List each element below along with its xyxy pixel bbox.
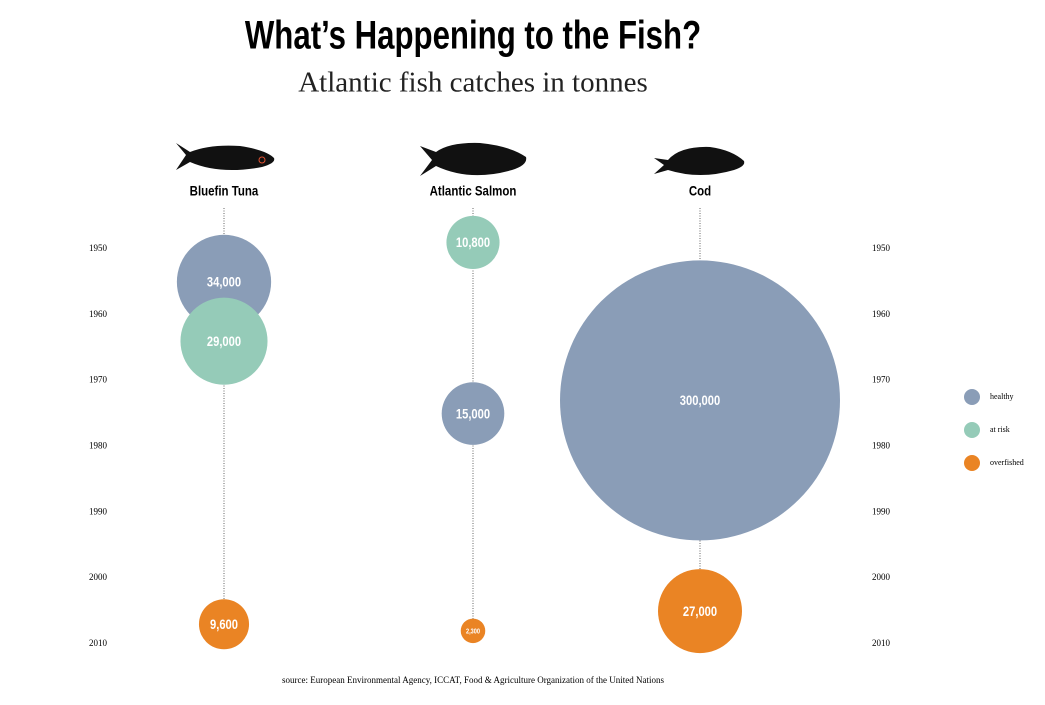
legend-label: at risk: [990, 425, 1010, 434]
y-tick-label: 1970: [872, 375, 891, 385]
y-tick-label: 1950: [89, 243, 108, 253]
bubble-label: 10,800: [456, 235, 490, 250]
y-tick-label: 2000: [872, 572, 891, 582]
bubble: [198, 599, 250, 650]
y-tick-label: 2010: [89, 638, 108, 648]
bubble: [560, 260, 840, 541]
tuna-eye: [258, 156, 266, 164]
chart-title: What’s Happening to the Fish?: [245, 13, 701, 58]
legend-label: healthy: [990, 392, 1014, 401]
bubble-label: 15,000: [456, 406, 490, 421]
y-tick-label: 1960: [872, 309, 891, 319]
cod-icon: [654, 146, 745, 175]
tuna-icon: [176, 143, 275, 171]
bubble-label: 27,000: [683, 604, 717, 619]
y-tick-label: 1990: [89, 506, 108, 516]
y-tick-label: 1980: [872, 441, 891, 451]
bubble: [441, 382, 505, 445]
legend-label: overfished: [990, 458, 1024, 467]
bubble-label: 300,000: [680, 393, 720, 408]
y-tick-label: 1980: [89, 441, 108, 451]
salmon-icon: [420, 142, 527, 176]
bubble: [460, 618, 486, 644]
y-tick-label: 1950: [872, 243, 891, 253]
y-tick-label: 1990: [872, 506, 891, 516]
y-tick-label: 1970: [89, 375, 108, 385]
legend-swatch: [964, 389, 980, 405]
bubble-label: 29,000: [207, 334, 241, 349]
source: source: European Environmental Agency, I…: [282, 675, 664, 685]
bubble-label: 34,000: [207, 274, 241, 289]
fish-icons: [176, 142, 745, 176]
bubble: [658, 569, 742, 654]
bubble-label: 2,300: [466, 628, 480, 636]
y-tick-label: 2010: [872, 638, 891, 648]
legend-swatch: [964, 455, 980, 471]
bubble: [180, 297, 268, 385]
legend-swatch: [964, 422, 980, 438]
category-label: Atlantic Salmon: [430, 183, 517, 199]
bubble-label: 9,600: [210, 617, 238, 632]
chart-subtitle: Atlantic fish catches in tonnes: [298, 67, 648, 99]
y-tick-label: 2000: [89, 572, 108, 582]
category-label: Bluefin Tuna: [190, 183, 259, 199]
y-tick-label: 1960: [89, 309, 108, 319]
category-label: Cod: [689, 183, 711, 199]
bubble: [446, 215, 500, 269]
